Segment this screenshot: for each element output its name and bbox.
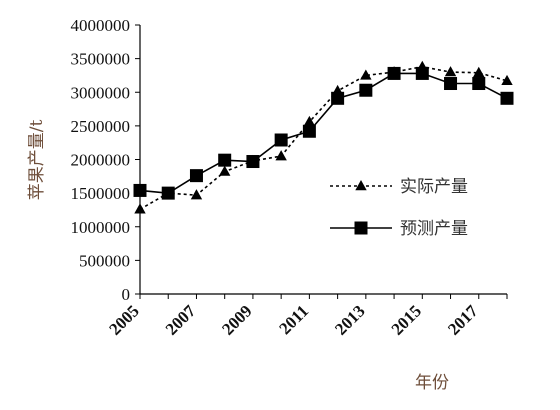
data-point-triangle — [501, 74, 513, 86]
legend-marker-triangle — [355, 180, 367, 191]
data-point-square — [189, 169, 203, 183]
x-tick-label: 2011 — [275, 301, 312, 338]
data-point-triangle — [360, 69, 372, 80]
x-tick-label: 2005 — [105, 301, 142, 338]
data-point-square — [387, 66, 401, 80]
data-point-square — [133, 183, 147, 197]
x-tick-label: 2009 — [218, 301, 255, 338]
data-point-triangle — [218, 165, 231, 176]
data-point-square — [274, 133, 288, 147]
x-axis: 2005 2007 2009 2011 2013 2015 2017 — [105, 293, 508, 339]
data-point-square — [246, 155, 260, 169]
data-point-square — [218, 153, 232, 167]
data-point-square — [161, 186, 175, 200]
x-tick-label: 2015 — [388, 301, 425, 338]
data-point-triangle — [134, 203, 146, 214]
data-point-square — [331, 91, 345, 105]
legend-label: 实际产量 — [400, 177, 468, 197]
y-tick-label: 4000000 — [71, 16, 131, 35]
y-tick-label: 1000000 — [71, 218, 131, 237]
x-tick-label: 2017 — [444, 301, 482, 339]
data-point-square — [415, 66, 429, 80]
y-tick-label: 500000 — [79, 251, 130, 270]
y-tick-label: 2500000 — [71, 117, 131, 136]
legend-item-1: 实际产量 — [330, 177, 468, 197]
series-2 — [133, 66, 514, 200]
y-axis: 0 500000 1000000 1500000 2000000 2500000 30000… — [71, 16, 141, 304]
series-layer — [133, 60, 514, 214]
data-point-square — [500, 91, 514, 105]
y-axis-title: 苹果产量/t — [27, 120, 47, 201]
data-point-triangle — [473, 66, 485, 77]
data-point-square — [359, 83, 373, 97]
data-point-square — [444, 77, 458, 91]
y-tick-label: 1500000 — [71, 184, 131, 203]
x-tick-label: 2007 — [162, 301, 200, 339]
data-point-square — [302, 124, 316, 138]
legend-label: 预测产量 — [400, 219, 468, 239]
y-tick-label: 0 — [122, 285, 131, 304]
legend-marker-square — [354, 221, 368, 235]
series-line — [139, 65, 508, 210]
data-point-triangle — [190, 189, 203, 200]
y-tick-label: 3000000 — [71, 83, 131, 102]
y-tick-label: 3500000 — [71, 50, 131, 69]
data-point-triangle — [303, 115, 316, 127]
legend-item-2: 预测产量 — [330, 219, 468, 239]
data-point-triangle — [444, 66, 457, 77]
x-tick-label: 2013 — [331, 301, 368, 338]
x-axis-title: 年份 — [415, 373, 449, 393]
data-point-triangle — [275, 150, 287, 161]
y-tick-label: 2000000 — [71, 151, 131, 170]
data-point-square — [472, 77, 486, 91]
